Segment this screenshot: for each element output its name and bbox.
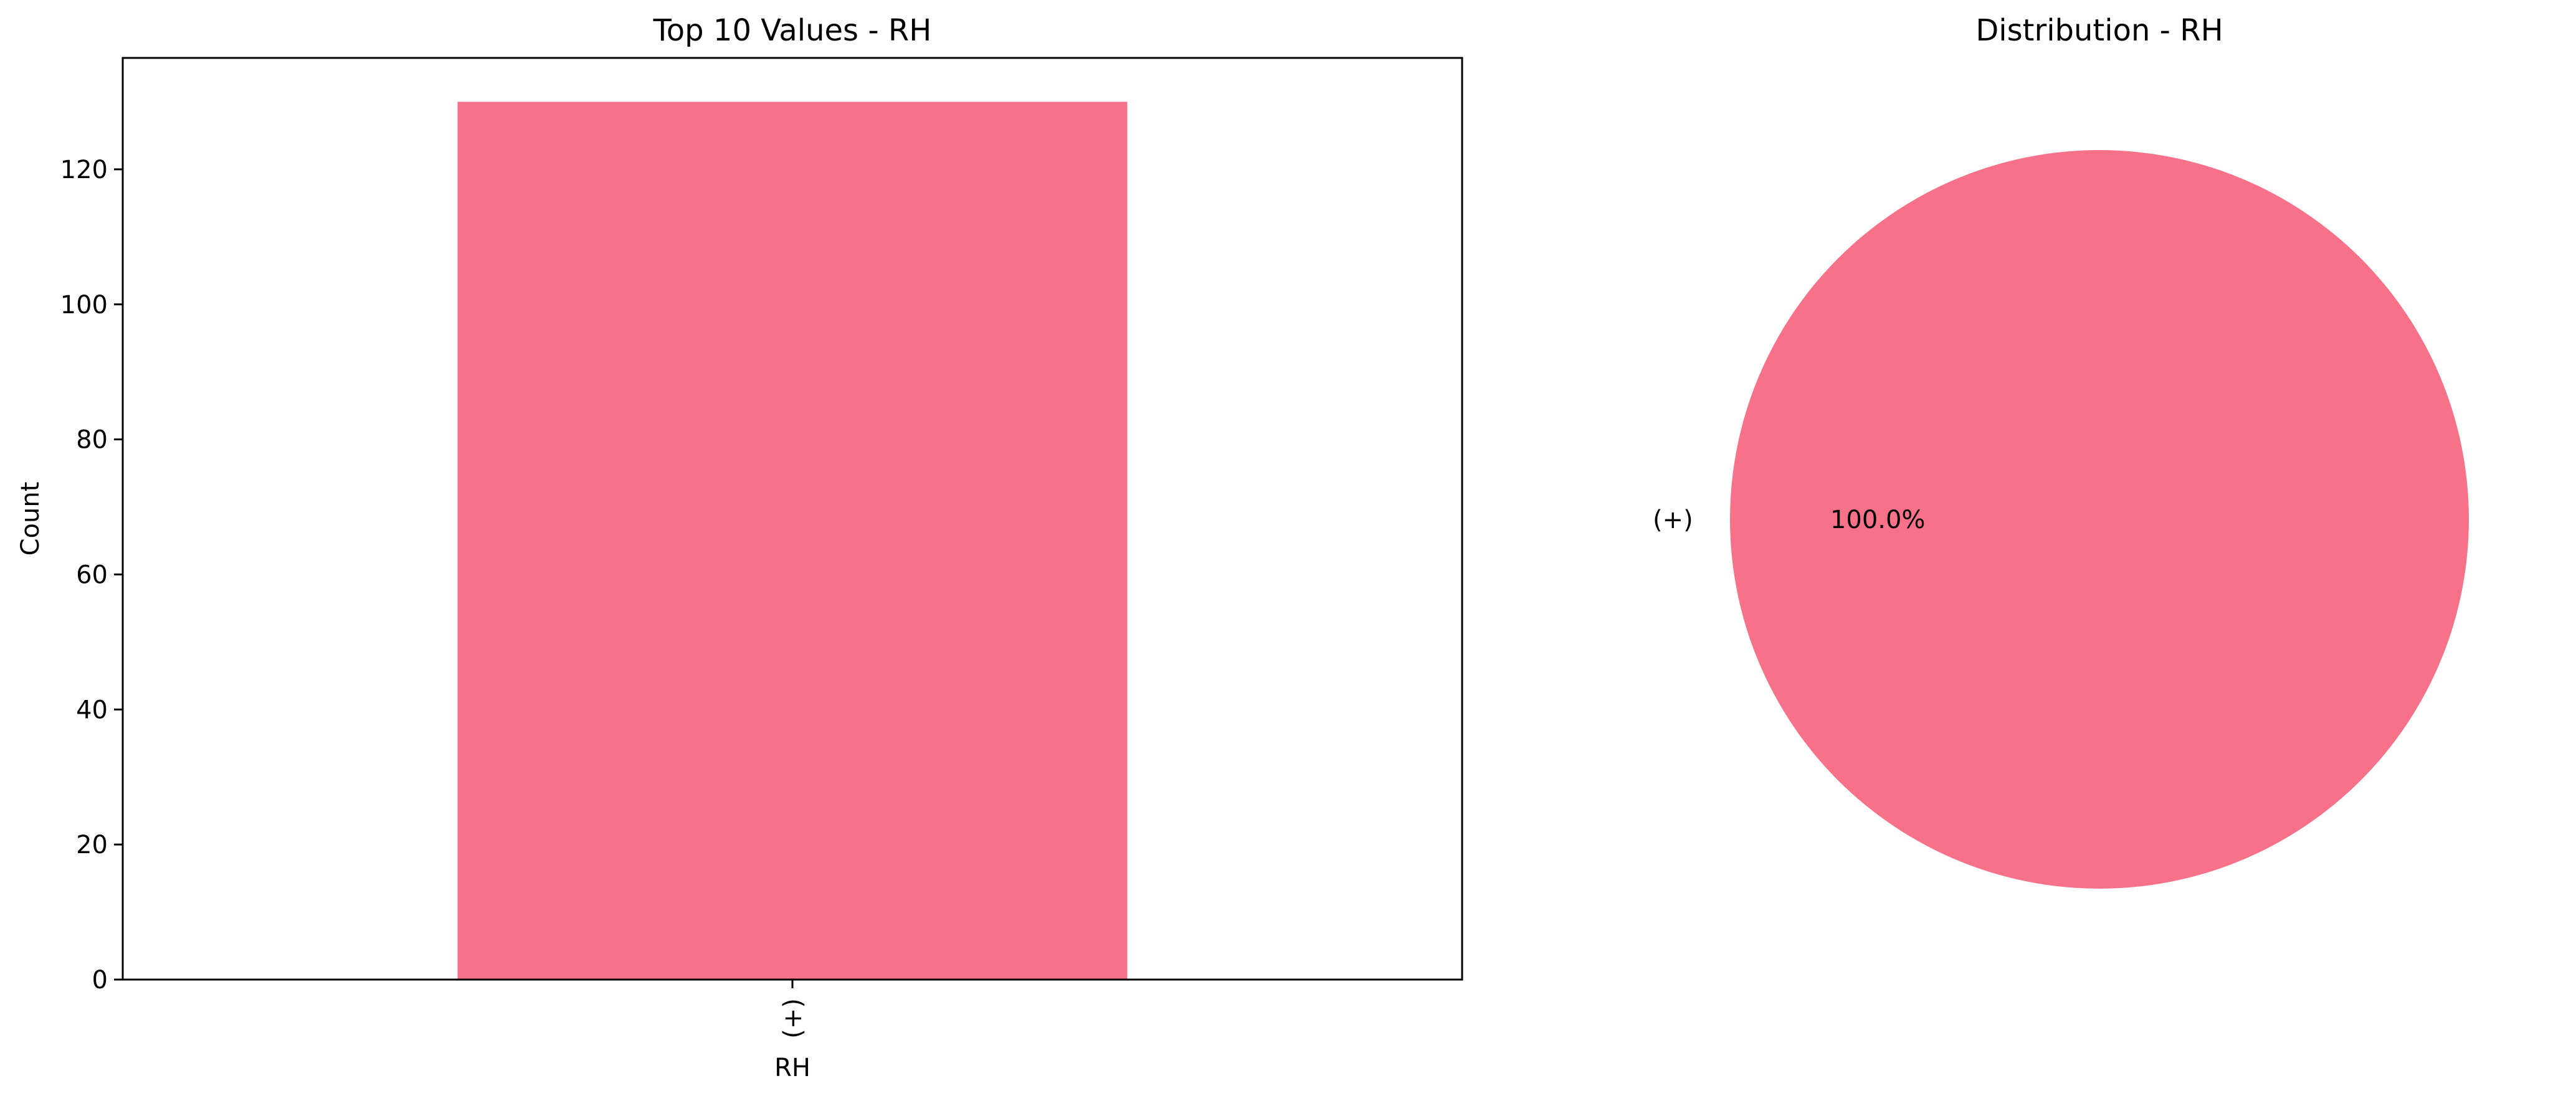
bar-chart-title: Top 10 Values - RH	[653, 13, 932, 48]
pie-marks: (+) 100.0%	[1653, 150, 2469, 889]
x-axis-ticks: (+)	[779, 980, 807, 1039]
pie-chart: Distribution - RH (+) 100.0%	[1653, 13, 2469, 889]
pie-chart-title: Distribution - RH	[1975, 13, 2223, 48]
y-tick-label: 60	[76, 560, 108, 589]
y-tick-label: 80	[76, 426, 108, 455]
y-tick-label: 0	[92, 966, 108, 995]
y-axis-label: Count	[16, 482, 45, 556]
pie-slice	[1730, 150, 2469, 889]
y-tick-label: 20	[76, 831, 108, 859]
bar	[457, 102, 1128, 980]
x-tick-label: (+)	[779, 998, 807, 1039]
bar-marks	[457, 102, 1128, 980]
pie-label: (+)	[1653, 506, 1693, 534]
bar-chart: Top 10 Values - RH 0 20 40 60 80 100 120 (+) C…	[16, 13, 1463, 1082]
pie-percent-label: 100.0%	[1830, 506, 1926, 534]
plot-frame	[121, 57, 1463, 981]
y-tick-label: 40	[76, 696, 108, 724]
y-axis-ticks: 0 20 40 60 80 100 120	[60, 156, 123, 995]
x-axis-label: RH	[774, 1054, 810, 1082]
y-tick-label: 100	[60, 291, 108, 319]
y-tick-label: 120	[60, 156, 108, 184]
